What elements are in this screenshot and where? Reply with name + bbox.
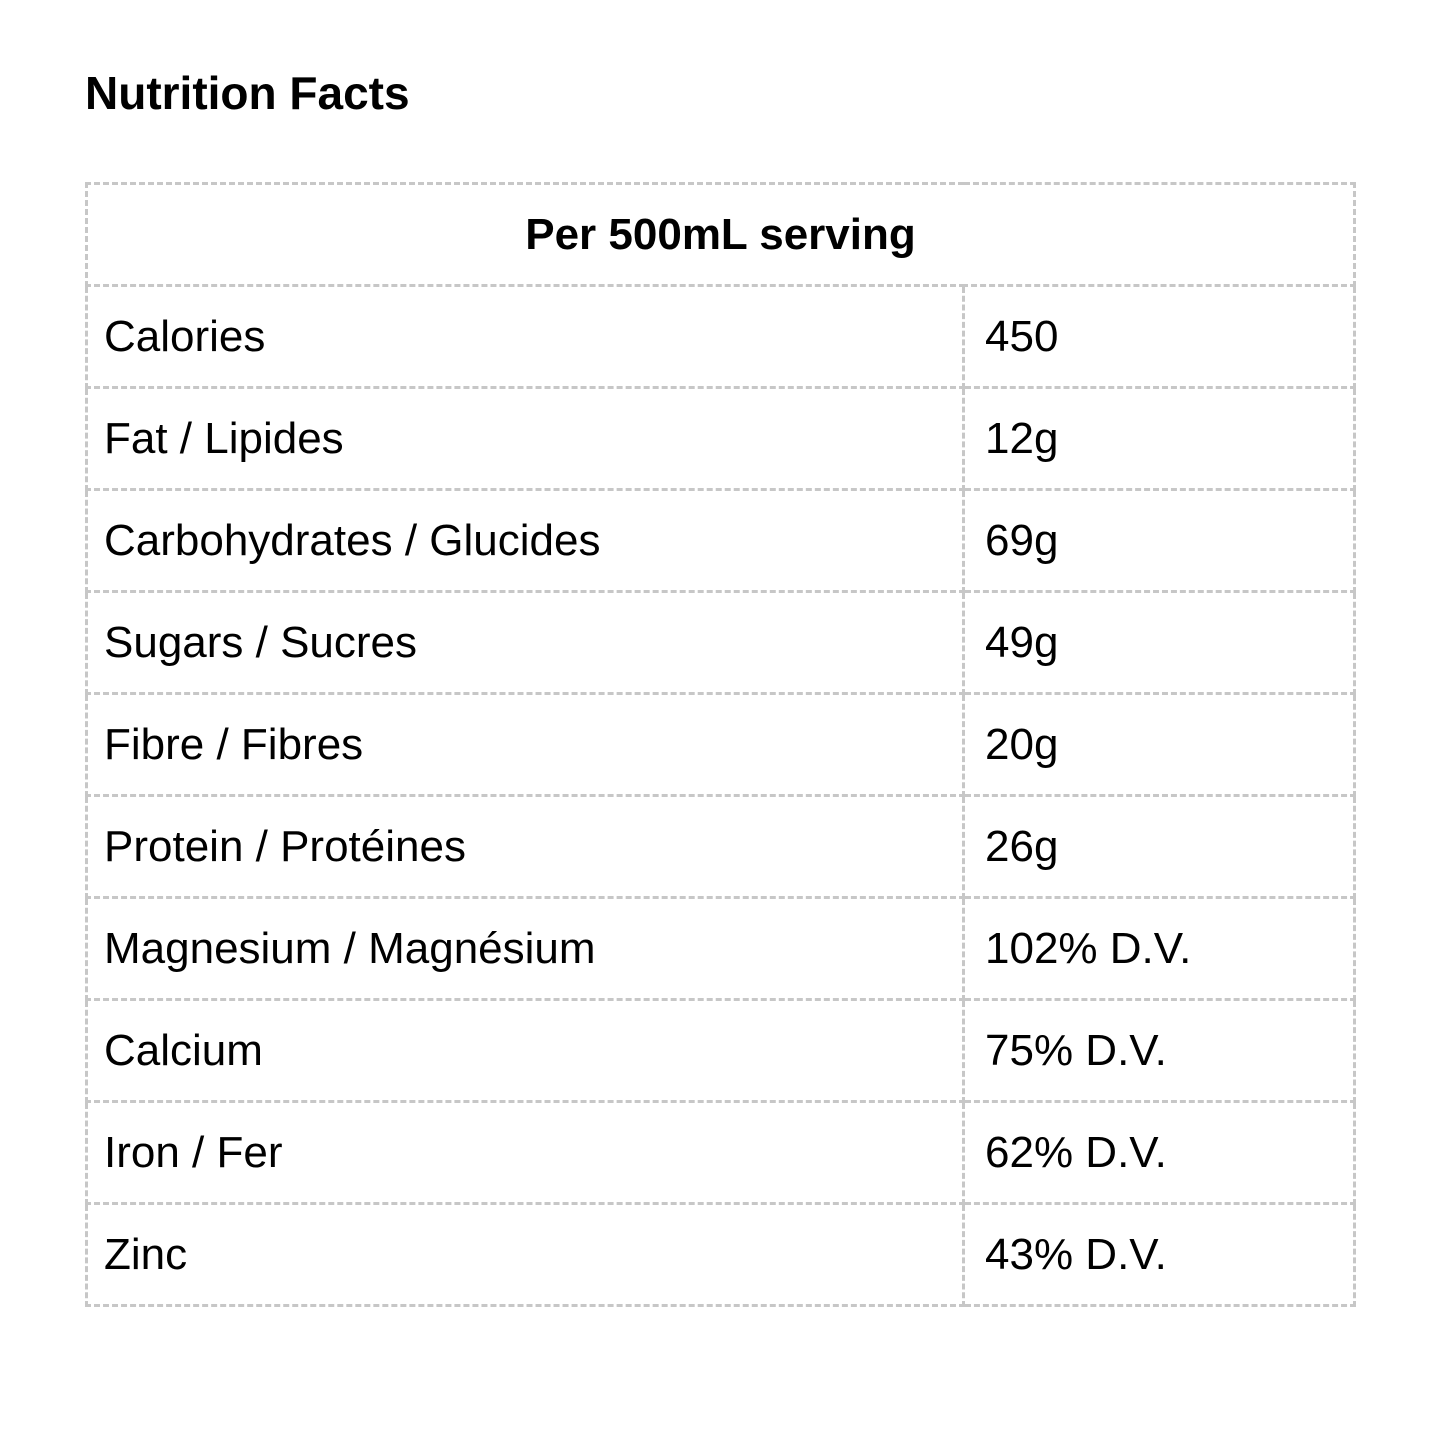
table-row-calories: Calories 450: [85, 284, 1356, 389]
row-value: 62% D.V.: [962, 1100, 1356, 1205]
row-value: 49g: [962, 590, 1356, 695]
row-label: Calories: [85, 284, 965, 389]
row-label: Carbohydrates / Glucides: [85, 488, 965, 593]
row-value: 26g: [962, 794, 1356, 899]
row-value: 75% D.V.: [962, 998, 1356, 1103]
row-label: Zinc: [85, 1202, 965, 1307]
serving-header-row: Per 500mL serving: [85, 182, 1356, 287]
table-row-protein: Protein / Protéines 26g: [85, 794, 1356, 899]
row-label: Protein / Protéines: [85, 794, 965, 899]
table-row-zinc: Zinc 43% D.V.: [85, 1202, 1356, 1307]
serving-size-header: Per 500mL serving: [85, 182, 1356, 287]
row-label: Fat / Lipides: [85, 386, 965, 491]
row-label: Magnesium / Magnésium: [85, 896, 965, 1001]
table-row-sugars: Sugars / Sucres 49g: [85, 590, 1356, 695]
table-row-magnesium: Magnesium / Magnésium 102% D.V.: [85, 896, 1356, 1001]
page-title: Nutrition Facts: [85, 67, 410, 119]
table-row-fibre: Fibre / Fibres 20g: [85, 692, 1356, 797]
table-row-iron: Iron / Fer 62% D.V.: [85, 1100, 1356, 1205]
row-label: Fibre / Fibres: [85, 692, 965, 797]
row-value: 12g: [962, 386, 1356, 491]
row-value: 102% D.V.: [962, 896, 1356, 1001]
table-row-fat: Fat / Lipides 12g: [85, 386, 1356, 491]
row-label: Iron / Fer: [85, 1100, 965, 1205]
row-label: Calcium: [85, 998, 965, 1103]
table-row-calcium: Calcium 75% D.V.: [85, 998, 1356, 1103]
row-value: 20g: [962, 692, 1356, 797]
row-value: 69g: [962, 488, 1356, 593]
row-value: 43% D.V.: [962, 1202, 1356, 1307]
table-row-carbohydrates: Carbohydrates / Glucides 69g: [85, 488, 1356, 593]
nutrition-facts-table: Per 500mL serving Calories 450 Fat / Lip…: [85, 182, 1356, 1307]
row-label: Sugars / Sucres: [85, 590, 965, 695]
row-value: 450: [962, 284, 1356, 389]
